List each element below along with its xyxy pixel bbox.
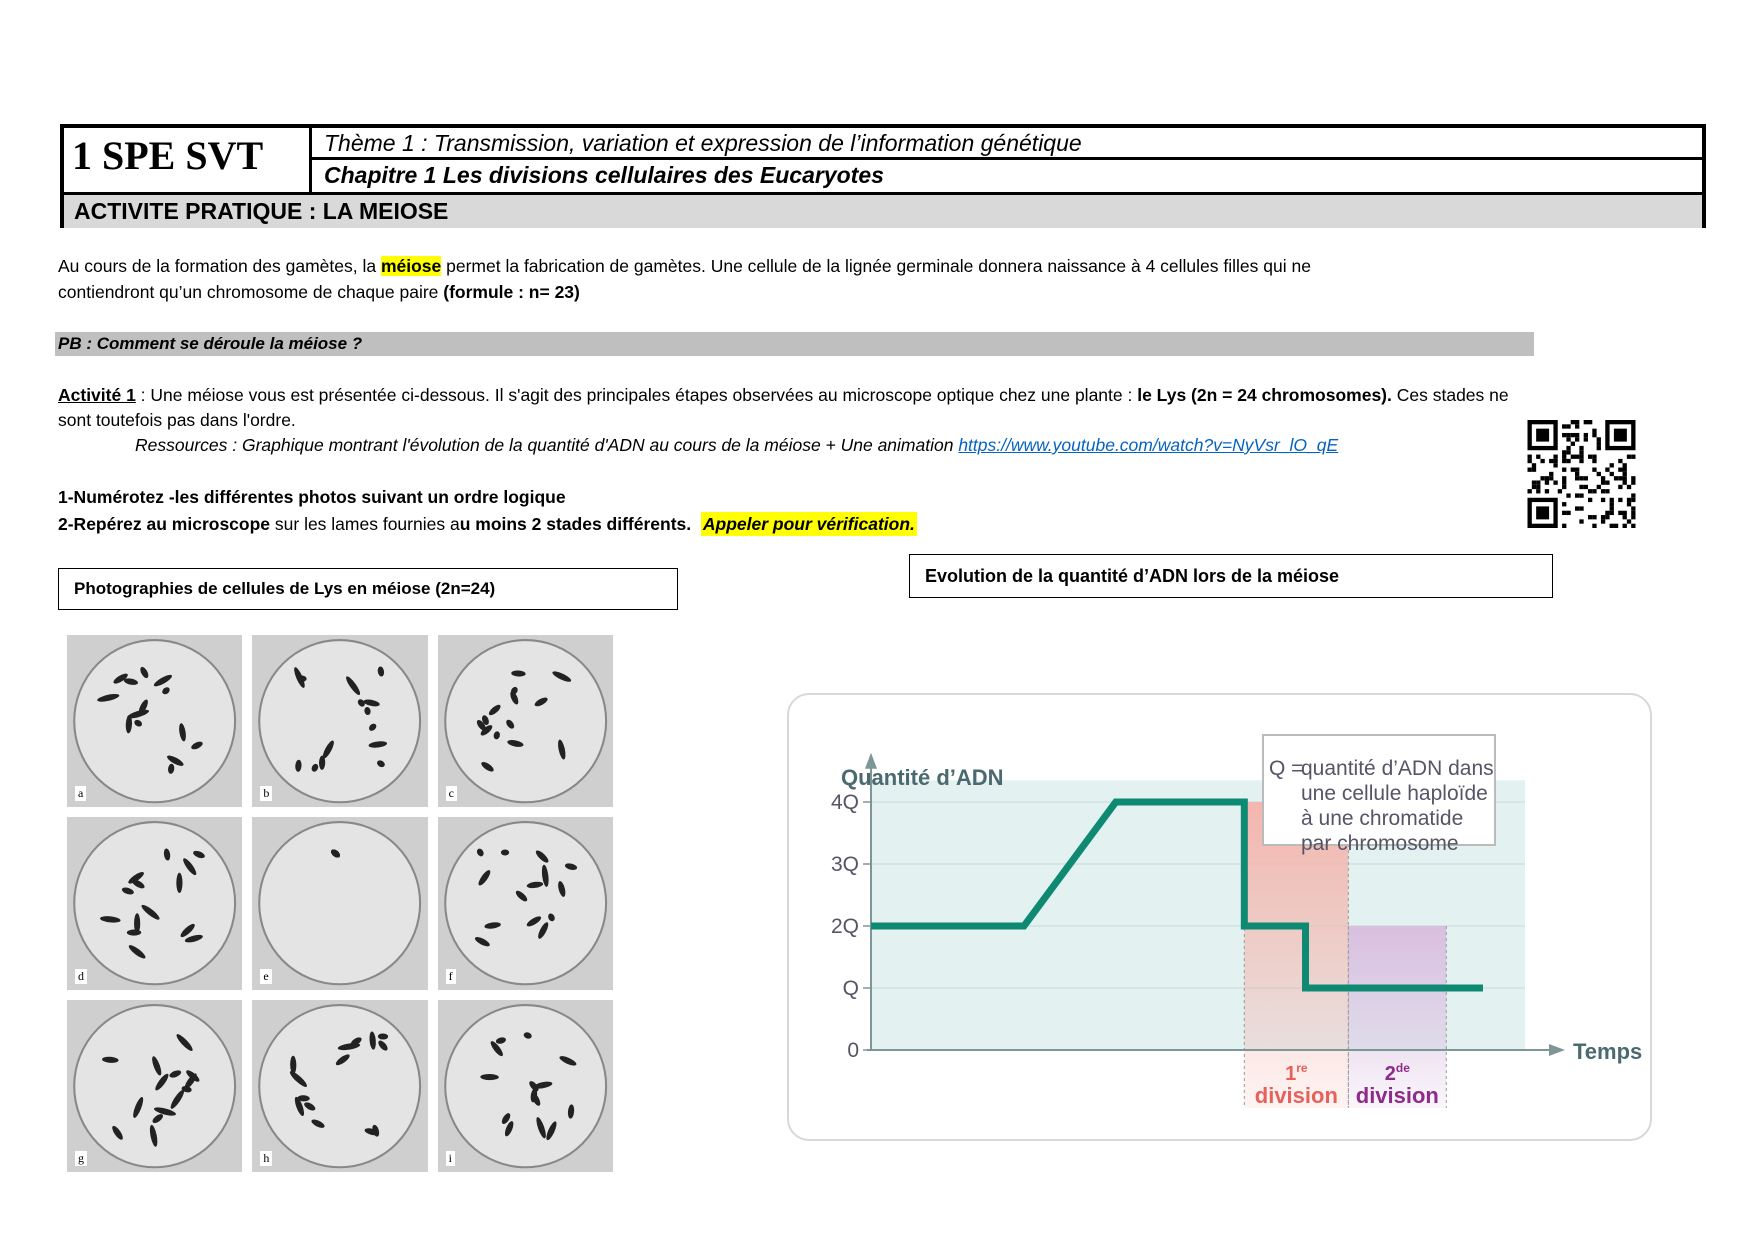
cell-photo-a: a bbox=[67, 635, 243, 808]
dna-chart: 0 Q 2Q 3Q 4Q 1re division 2de division Temps Quant… bbox=[787, 693, 1652, 1141]
cell-photo-d: d bbox=[67, 817, 243, 990]
cell-photo-g: g bbox=[67, 999, 243, 1172]
division-region bbox=[1348, 926, 1447, 1108]
legend-text: quantité d’ADN dans bbox=[1301, 757, 1494, 780]
photo-label: d bbox=[75, 968, 87, 984]
photo-grid: a b c d e f g h i bbox=[67, 635, 613, 1172]
text: : Une méiose vous est présentée ci-desso… bbox=[135, 385, 1138, 405]
activity-title: ACTIVITE PRATIQUE : LA MEIOSE bbox=[64, 192, 1702, 228]
legend-box bbox=[1262, 734, 1496, 846]
photo-label: c bbox=[445, 786, 457, 802]
division-label: division bbox=[1255, 1083, 1338, 1108]
qr-code-icon bbox=[1527, 420, 1636, 528]
text: Au cours de la formation des gamètes, la bbox=[58, 256, 381, 276]
formula: (formule : n= 23) bbox=[443, 282, 580, 302]
division-label: division bbox=[1356, 1083, 1439, 1108]
legend-text: à une chromatide bbox=[1301, 807, 1463, 830]
cell-photo-i: i bbox=[437, 999, 613, 1172]
y-tick-label: Q bbox=[843, 977, 859, 1000]
text-bold: le Lys (2n = 24 chromosomes). bbox=[1137, 385, 1392, 405]
legend-symbol: Q = bbox=[1269, 757, 1303, 780]
legend-text: par chromosome bbox=[1301, 832, 1459, 855]
division-number: 1re bbox=[1285, 1061, 1308, 1085]
photo-label: i bbox=[445, 1150, 455, 1166]
text: sur les lames fournies a bbox=[270, 514, 460, 534]
cell-photo-c: c bbox=[437, 635, 613, 808]
division-region bbox=[1244, 802, 1349, 1108]
highlight-meiose: méiose bbox=[380, 256, 442, 276]
chart-title: Evolution de la quantité d’ADN lors de l… bbox=[909, 554, 1553, 598]
level-label: 1 SPE SVT bbox=[64, 128, 312, 192]
y-axis-label: Quantité d’ADN bbox=[841, 765, 1004, 790]
photos-caption: Photographies de cellules de Lys en méio… bbox=[58, 568, 678, 610]
photo-label: e bbox=[260, 968, 272, 984]
text: Ressources : Graphique montrant l'évolut… bbox=[135, 435, 959, 455]
legend-text: une cellule haploïde bbox=[1301, 782, 1488, 805]
text: contiendront qu’un chromosome de chaque … bbox=[58, 282, 444, 302]
photo-label: g bbox=[75, 1150, 87, 1166]
intro-line-2: contiendront qu’un chromosome de chaque … bbox=[58, 282, 580, 303]
problem-statement: PB : Comment se déroule la méiose ? bbox=[55, 332, 1534, 356]
theme-title: Thème 1 : Transmission, variation et exp… bbox=[312, 128, 1702, 160]
division-number: 2de bbox=[1385, 1061, 1410, 1085]
task-1: 1-Numérotez -les différentes photos suiv… bbox=[58, 487, 566, 507]
resources-line: Ressources : Graphique montrant l'évolut… bbox=[135, 435, 1338, 456]
cell-photo-b: b bbox=[252, 635, 428, 808]
y-tick-label: 0 bbox=[847, 1039, 859, 1062]
y-axis-arrow bbox=[865, 752, 877, 769]
activity-label: Activité 1 bbox=[58, 385, 136, 405]
text-bold: 2-Repérez au microscope bbox=[58, 514, 271, 534]
intro-line-1: Au cours de la formation des gamètes, la… bbox=[58, 256, 1311, 277]
photo-label: b bbox=[260, 786, 273, 802]
chapter-title: Chapitre 1 Les divisions cellulaires des… bbox=[324, 162, 884, 188]
cell-photo-f: f bbox=[437, 817, 613, 990]
cell-photo-h: h bbox=[252, 999, 428, 1172]
activity-line-1: Activité 1 : Une méiose vous est présent… bbox=[58, 385, 1509, 406]
dna-quantity-line bbox=[871, 798, 1483, 992]
chart-svg: 0Q2Q3Q4Q1redivision2dedivisionTempsQuant… bbox=[831, 734, 1642, 1108]
text-bold: u moins 2 stades différents. bbox=[459, 514, 692, 534]
cell-photo-e: e bbox=[252, 817, 428, 990]
call-for-verification: Appeler pour vérification. bbox=[700, 512, 917, 536]
activity-line-2: sont toutefois pas dans l'ordre. bbox=[58, 410, 296, 430]
text: Ces stades ne bbox=[1391, 385, 1509, 405]
task-2: 2-Repérez au microscope sur les lames fo… bbox=[58, 512, 917, 536]
youtube-link[interactable]: https://www.youtube.com/watch?v=NyVsr_lO… bbox=[958, 435, 1339, 455]
header-table: 1 SPE SVT Thème 1 : Transmission, variat… bbox=[60, 124, 1706, 228]
x-axis-label: Temps bbox=[1573, 1039, 1642, 1064]
y-tick-label: 4Q bbox=[831, 791, 859, 814]
y-tick-label: 2Q bbox=[831, 915, 859, 938]
y-tick-label: 3Q bbox=[831, 853, 859, 876]
photo-label: h bbox=[260, 1150, 273, 1166]
text: permet la fabrication de gamètes. Une ce… bbox=[441, 256, 1311, 276]
photo-label: f bbox=[445, 968, 456, 984]
photo-label: a bbox=[75, 786, 87, 802]
x-axis-arrow bbox=[1549, 1044, 1565, 1056]
